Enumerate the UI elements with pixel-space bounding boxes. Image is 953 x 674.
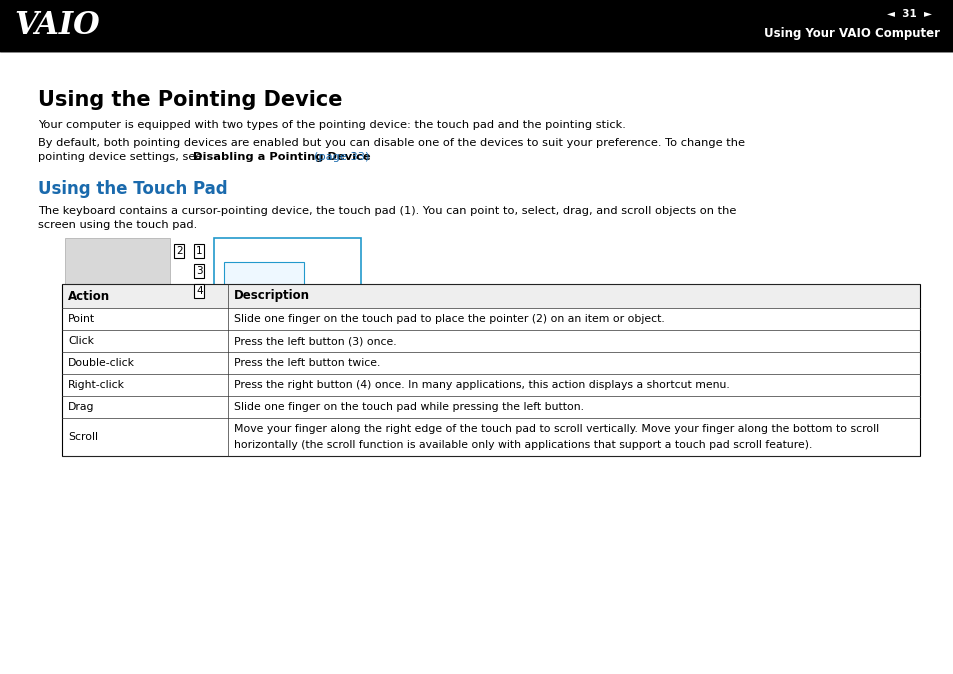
Text: Slide one finger on the touch pad while pressing the left button.: Slide one finger on the touch pad while … [233, 402, 583, 412]
Text: Slide one finger on the touch pad to place the pointer (2) on an item or object.: Slide one finger on the touch pad to pla… [233, 314, 664, 324]
Text: By default, both pointing devices are enabled but you can disable one of the dev: By default, both pointing devices are en… [38, 138, 744, 148]
Text: Press the left button twice.: Press the left button twice. [233, 358, 380, 368]
Text: Move your finger along the right edge of the touch pad to scroll vertically. Mov: Move your finger along the right edge of… [233, 425, 879, 435]
Text: Click: Click [68, 336, 94, 346]
Bar [62, 396, 919, 418]
Bar [62, 330, 919, 352]
Text: Disabling a Pointing Device: Disabling a Pointing Device [193, 152, 370, 162]
Bar [224, 262, 304, 306]
Text: Using the Pointing Device: Using the Pointing Device [38, 90, 342, 110]
Bar [62, 308, 919, 330]
Bar [62, 374, 919, 396]
Text: The keyboard contains a cursor-pointing device, the touch pad (1). You can point: The keyboard contains a cursor-pointing … [38, 206, 736, 216]
Text: 4: 4 [195, 286, 202, 296]
Text: 1: 1 [195, 246, 202, 256]
Text: (page 33): (page 33) [314, 152, 369, 162]
Text: 2: 2 [175, 246, 182, 256]
Bar [62, 352, 919, 374]
Text: Press the left button (3) once.: Press the left button (3) once. [233, 336, 396, 346]
Text: Scroll: Scroll [68, 432, 98, 442]
Text: horizontally (the scroll function is available only with applications that suppo: horizontally (the scroll function is ava… [233, 439, 812, 450]
Text: Drag: Drag [68, 402, 94, 412]
Bar [62, 284, 919, 456]
Text: Action: Action [68, 290, 110, 303]
Bar [65, 238, 170, 320]
Text: Press the right button (4) once. In many applications, this action displays a sh: Press the right button (4) once. In many… [233, 380, 729, 390]
Text: Point: Point [68, 314, 95, 324]
Bar [0, 0, 953, 52]
Text: Double-click: Double-click [68, 358, 135, 368]
Text: VAIO: VAIO [14, 11, 100, 42]
Text: Right-click: Right-click [68, 380, 125, 390]
Text: 3: 3 [195, 266, 202, 276]
Text: Using the Touch Pad: Using the Touch Pad [38, 180, 228, 198]
Text: Description: Description [233, 290, 310, 303]
Text: pointing device settings, see: pointing device settings, see [38, 152, 206, 162]
Text: Using Your VAIO Computer: Using Your VAIO Computer [763, 28, 939, 40]
Text: .: . [357, 152, 361, 162]
Text: ◄  31  ►: ◄ 31 ► [886, 9, 931, 19]
Bar [213, 238, 360, 318]
Text: Your computer is equipped with two types of the pointing device: the touch pad a: Your computer is equipped with two types… [38, 120, 625, 130]
Bar [62, 418, 919, 456]
Bar [62, 284, 919, 308]
Text: screen using the touch pad.: screen using the touch pad. [38, 220, 197, 230]
